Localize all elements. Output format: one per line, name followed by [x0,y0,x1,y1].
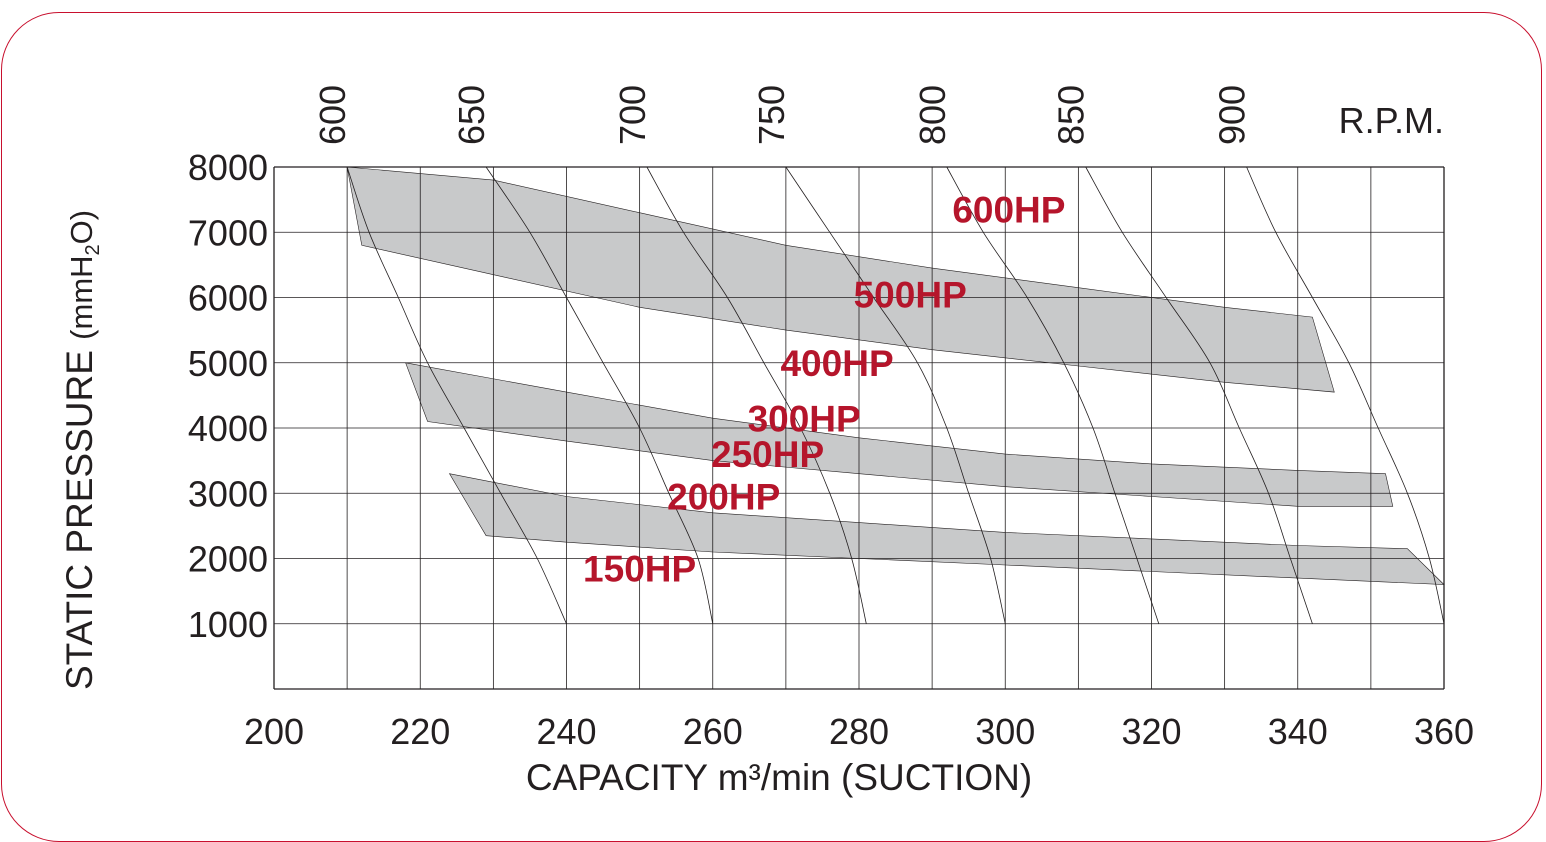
x-tick-label: 360 [1414,711,1474,752]
x-tick-label: 280 [829,711,889,752]
y-axis-title: STATIC PRESSURE (mmH2O) [59,210,104,690]
y-axis-title-unit-open: (mmH [64,255,99,339]
top-axis-label: R.P.M. [1339,100,1444,141]
hp-label-250hp: 250HP [711,434,824,475]
x-tick-label: 220 [390,711,450,752]
rpm-label-800: 800 [912,85,953,145]
y-tick-label: 1000 [188,604,268,645]
x-tick-label: 320 [1121,711,1181,752]
hp-label-300hp: 300HP [748,398,861,439]
hp-band-2 [405,362,1394,507]
y-tick-label: 8000 [188,147,268,188]
hp-label-400hp: 400HP [780,343,893,384]
x-tick-label: 200 [244,711,304,752]
y-axis-title-unit-close: O) [64,210,99,244]
y-tick-labels: 1000 2000 3000 4000 5000 6000 7000 8000 [188,147,268,645]
grid-lines [273,166,1445,690]
y-axis-title-main: STATIC PRESSURE [59,340,100,690]
rpm-curve-850 [1085,166,1313,624]
hp-label-200hp: 200HP [667,477,780,518]
y-tick-label: 5000 [188,343,268,384]
rpm-curve-750 [785,166,1006,624]
y-tick-label: 4000 [188,408,268,449]
hp-label-600hp: 600HP [952,189,1065,230]
rpm-labels: 600 650 700 750 800 850 900 [312,85,1253,145]
rpm-curve-700 [646,166,867,624]
rpm-curve-900 [1246,166,1445,624]
y-tick-label: 6000 [188,278,268,319]
x-axis-title: CAPACITY m³/min (SUCTION) [526,757,1032,798]
y-tick-label: 7000 [188,212,268,253]
hp-bands [346,166,1445,585]
rpm-label-700: 700 [612,85,653,145]
rpm-curve-800 [946,166,1160,624]
y-tick-label: 2000 [188,539,268,580]
rpm-label-600: 600 [312,85,353,145]
x-tick-label: 340 [1268,711,1328,752]
rpm-label-650: 650 [451,85,492,145]
hp-label-150hp: 150HP [583,548,696,589]
rpm-curve-650 [485,166,714,624]
y-tick-label: 3000 [188,473,268,514]
x-tick-label: 240 [536,711,596,752]
rpm-curves [346,166,1445,624]
rpm-label-750: 750 [751,85,792,145]
hp-band-1 [346,166,1335,393]
y-axis-title-unit-sub: 2 [82,244,104,255]
rpm-label-900: 900 [1212,85,1253,145]
x-tick-label: 300 [975,711,1035,752]
x-tick-labels: 200 220 240 260 280 300 320 340 360 [244,711,1474,752]
x-tick-label: 260 [683,711,743,752]
rpm-label-850: 850 [1051,85,1092,145]
rpm-curve-600 [346,166,567,624]
hp-label-500hp: 500HP [854,274,967,315]
